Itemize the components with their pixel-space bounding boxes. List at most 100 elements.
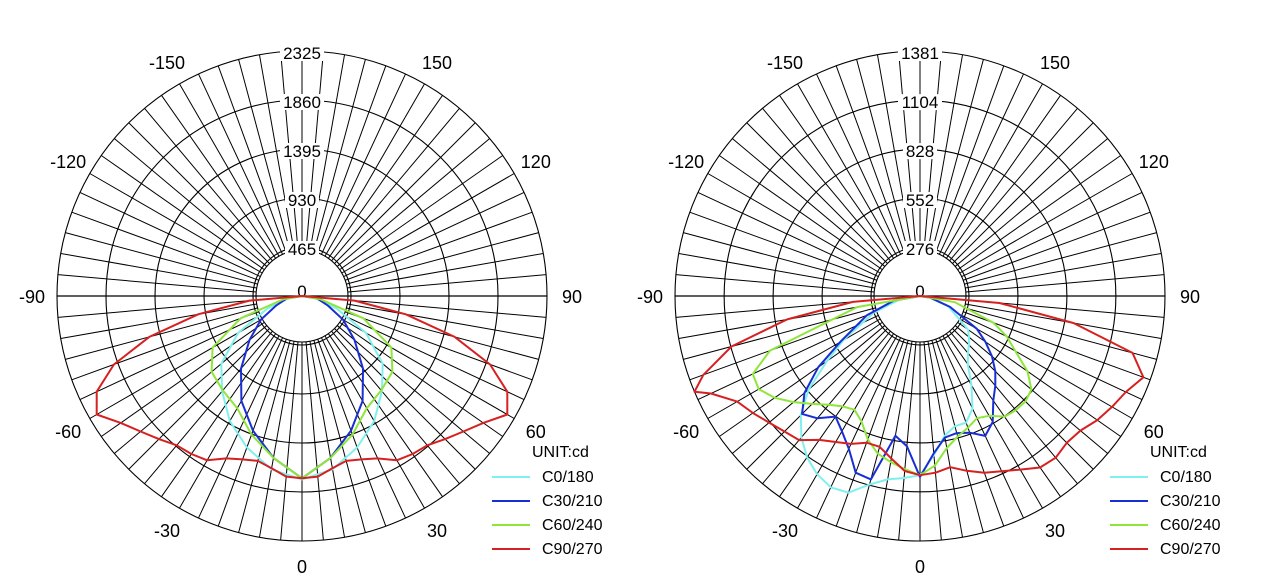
spoke <box>336 325 491 454</box>
angle-label: -60 <box>55 422 81 442</box>
spoke <box>327 333 443 497</box>
spoke <box>345 311 533 381</box>
angle-label: -30 <box>772 521 798 541</box>
spoke <box>835 65 905 253</box>
spoke <box>964 307 1157 360</box>
spoke <box>60 252 257 289</box>
spoke <box>238 59 291 252</box>
spoke <box>161 333 277 497</box>
spoke <box>101 155 265 271</box>
angle-label: 60 <box>526 422 546 442</box>
angle-label: 90 <box>1180 287 1200 307</box>
legend-label: C30/210 <box>542 493 603 510</box>
ring-label: 1381 <box>901 44 939 63</box>
spoke <box>697 314 879 400</box>
spoke <box>347 252 544 289</box>
center-label: 0 <box>915 282 924 301</box>
spoke <box>309 54 346 251</box>
spoke <box>320 73 406 255</box>
spoke <box>113 325 268 454</box>
legend-label: C90/270 <box>542 541 603 558</box>
spoke <box>89 173 263 274</box>
spoke <box>331 107 460 262</box>
spoke <box>313 340 366 533</box>
angle-label: -90 <box>637 287 663 307</box>
angle-label: 30 <box>1045 521 1065 541</box>
spoke <box>198 73 284 255</box>
legend-label: C0/180 <box>542 469 594 486</box>
ring-label-bg <box>285 241 319 257</box>
spoke <box>954 138 1109 267</box>
angle-label: 90 <box>562 287 582 307</box>
spoke <box>942 83 1043 257</box>
spoke <box>324 335 425 509</box>
ring-label: 552 <box>906 191 934 210</box>
spoke <box>719 155 883 271</box>
spoke <box>935 65 1005 253</box>
angle-label: -90 <box>19 287 45 307</box>
angle-label: 0 <box>915 557 925 577</box>
spoke <box>313 59 366 252</box>
spoke <box>963 211 1151 281</box>
ring-label-bg <box>903 192 937 209</box>
legend-label: C60/240 <box>1160 517 1221 534</box>
angle-label: -150 <box>149 53 185 73</box>
spoke <box>198 337 284 519</box>
angle-label: 150 <box>1040 53 1070 73</box>
spoke <box>898 341 917 541</box>
spoke <box>324 83 425 257</box>
spoke <box>305 341 324 541</box>
spoke <box>959 173 1133 274</box>
angle-label: 150 <box>422 53 452 73</box>
spoke <box>65 232 258 285</box>
spoke <box>346 307 539 360</box>
spoke <box>161 95 277 259</box>
spoke <box>945 333 1061 497</box>
ring-label: 1395 <box>283 142 321 161</box>
spoke <box>347 299 547 318</box>
series-line-C60-240 <box>751 295 1033 477</box>
angle-label: 60 <box>1144 422 1164 442</box>
legend-label: C0/180 <box>1160 469 1212 486</box>
spoke <box>144 107 273 262</box>
spoke <box>346 232 539 285</box>
spoke <box>339 155 503 271</box>
series-line-C0-180 <box>220 295 384 481</box>
spoke <box>309 341 346 538</box>
spoke <box>217 65 287 253</box>
spoke <box>79 192 261 278</box>
spoke <box>327 95 443 259</box>
spoke <box>675 274 875 293</box>
spoke <box>343 192 525 278</box>
spoke <box>347 274 547 293</box>
angle-label: -120 <box>50 152 86 172</box>
spoke <box>678 252 875 289</box>
angle-label: 120 <box>1139 152 1169 172</box>
spoke <box>258 54 295 251</box>
spoke <box>345 211 533 281</box>
legend-label: C60/240 <box>542 517 603 534</box>
spoke <box>317 339 387 527</box>
spoke <box>746 328 888 470</box>
spoke <box>57 299 257 318</box>
polar-chart-right: 276 552 828 1104 1381 0 0 30 60 90 120 150 -30 -60 -90… <box>637 44 1221 577</box>
series-line-C30-210 <box>801 295 997 481</box>
spoke <box>334 122 476 264</box>
spoke <box>336 138 491 267</box>
ring-label: 828 <box>906 142 934 161</box>
angle-label: 120 <box>521 152 551 172</box>
spoke <box>113 138 268 267</box>
spoke <box>280 341 299 541</box>
spoke <box>317 65 387 253</box>
angle-label: -150 <box>767 53 803 73</box>
ring-label-bg <box>280 45 324 61</box>
spoke <box>923 341 942 541</box>
spoke <box>797 335 898 509</box>
polar-chart-left: 465 930 1395 1860 2325 0 0 30 60 90 120 150 -30 -60 -9… <box>19 44 603 577</box>
spoke <box>320 337 406 519</box>
center-label: 0 <box>297 282 306 301</box>
spoke <box>779 333 895 497</box>
spoke <box>945 95 1061 259</box>
spoke <box>957 155 1121 271</box>
